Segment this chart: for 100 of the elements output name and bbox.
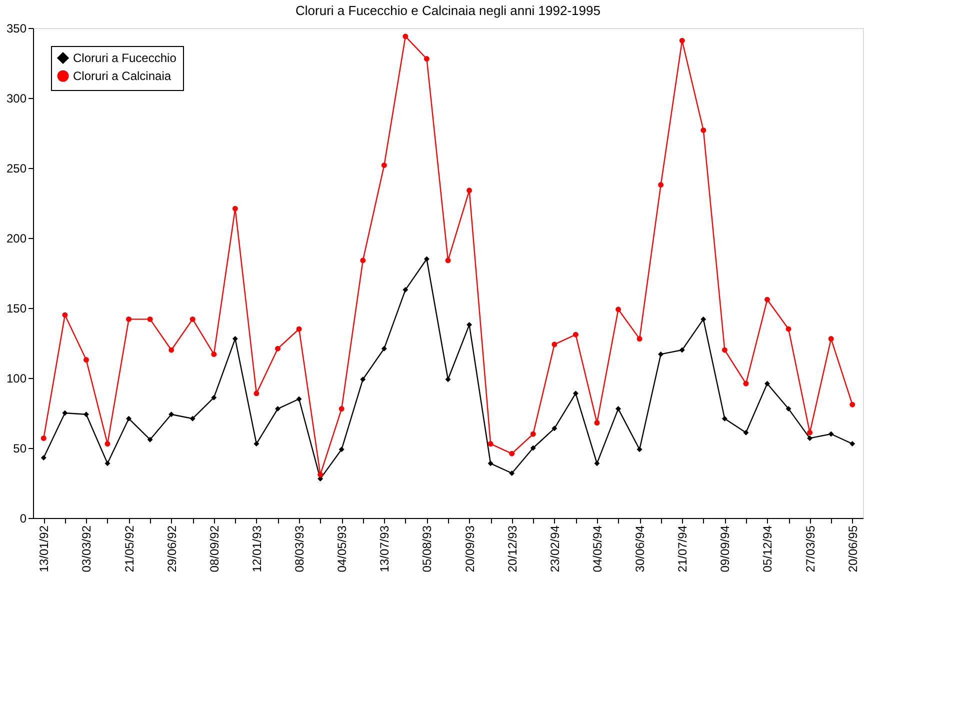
point [338, 446, 344, 452]
point [275, 346, 280, 352]
point [360, 376, 366, 382]
point [232, 336, 238, 342]
x-tick-label: 20/09/93 [462, 525, 477, 572]
x-tick-label: 05/12/94 [760, 525, 775, 572]
point [254, 390, 260, 396]
point [488, 441, 494, 447]
x-tick-label: 05/08/93 [420, 525, 434, 572]
x-tick-label: 21/07/94 [676, 525, 690, 572]
point [424, 256, 430, 262]
point [616, 406, 621, 412]
point [572, 332, 578, 338]
point [530, 431, 536, 437]
point [318, 472, 324, 478]
point [83, 357, 89, 363]
x-tick-label: 08/09/92 [207, 525, 222, 572]
x-tick-label: 29/06/92 [164, 525, 179, 572]
point [83, 412, 89, 418]
y-tick-label: 350 [6, 22, 27, 36]
point [828, 336, 834, 342]
point [190, 316, 196, 322]
point [445, 258, 451, 264]
y-tick-label: 100 [6, 372, 27, 386]
point [722, 347, 728, 353]
point [381, 162, 387, 168]
point [381, 346, 387, 352]
x-tick-label: 23/02/94 [548, 525, 562, 572]
point [62, 312, 68, 318]
point [168, 347, 174, 353]
point [594, 420, 600, 426]
x-tick-label: 13/07/93 [378, 525, 392, 572]
point [40, 435, 46, 441]
x-tick-label: 08/03/93 [292, 525, 307, 572]
point [211, 394, 217, 400]
point [126, 416, 132, 422]
point [679, 38, 685, 44]
point [636, 446, 642, 452]
point [636, 336, 642, 342]
x-tick-label: 20/12/93 [505, 525, 520, 572]
point [743, 430, 749, 436]
point [424, 56, 430, 62]
point [445, 376, 451, 382]
y-tick-label: 250 [6, 162, 27, 176]
point [509, 450, 515, 456]
point [296, 326, 302, 332]
point [296, 396, 302, 402]
x-tick-label: 04/05/94 [590, 525, 604, 572]
point [254, 441, 260, 447]
point [509, 470, 515, 476]
x-tick-label: 09/09/94 [718, 525, 732, 572]
point [126, 316, 132, 322]
point [594, 460, 600, 466]
y-tick-label: 200 [6, 232, 27, 246]
point [786, 326, 792, 332]
x-tick-label: 20/06/95 [846, 525, 860, 572]
legend-label: Cloruri a Fucecchio [73, 51, 177, 65]
point [850, 441, 856, 447]
point [552, 426, 558, 432]
point [552, 342, 558, 348]
chart-title: Cloruri a Fucecchio e Calcinaia negli anni 1992-1995 [296, 3, 600, 18]
point [466, 322, 472, 328]
point [743, 380, 749, 386]
point [232, 206, 238, 212]
point [104, 460, 110, 466]
point [530, 445, 536, 451]
point [616, 306, 621, 312]
point [147, 316, 153, 322]
point [828, 431, 834, 437]
y-tick-label: 300 [6, 92, 27, 106]
point [104, 441, 110, 447]
point [360, 258, 366, 264]
point [700, 316, 706, 322]
point [572, 390, 578, 396]
point [402, 287, 408, 293]
point [147, 436, 153, 442]
point [807, 435, 813, 441]
y-tick-label: 50 [13, 442, 27, 456]
point [275, 406, 280, 412]
point [168, 412, 174, 418]
point [402, 34, 408, 40]
point [658, 351, 664, 357]
point [722, 416, 728, 422]
point [764, 296, 770, 302]
point [40, 455, 46, 461]
x-tick-label: 13/01/92 [37, 525, 52, 572]
point [658, 182, 664, 188]
legend-label: Cloruri a Calcinaia [73, 69, 172, 83]
y-tick-label: 150 [6, 302, 27, 316]
point [850, 402, 856, 408]
point [466, 188, 472, 194]
y-tick-label: 0 [20, 512, 27, 526]
point [700, 127, 706, 133]
point [764, 380, 770, 386]
x-tick-label: 04/05/93 [335, 525, 350, 572]
point [338, 406, 344, 412]
point [190, 416, 196, 422]
point [62, 410, 68, 416]
point [679, 347, 685, 353]
point [807, 430, 813, 436]
